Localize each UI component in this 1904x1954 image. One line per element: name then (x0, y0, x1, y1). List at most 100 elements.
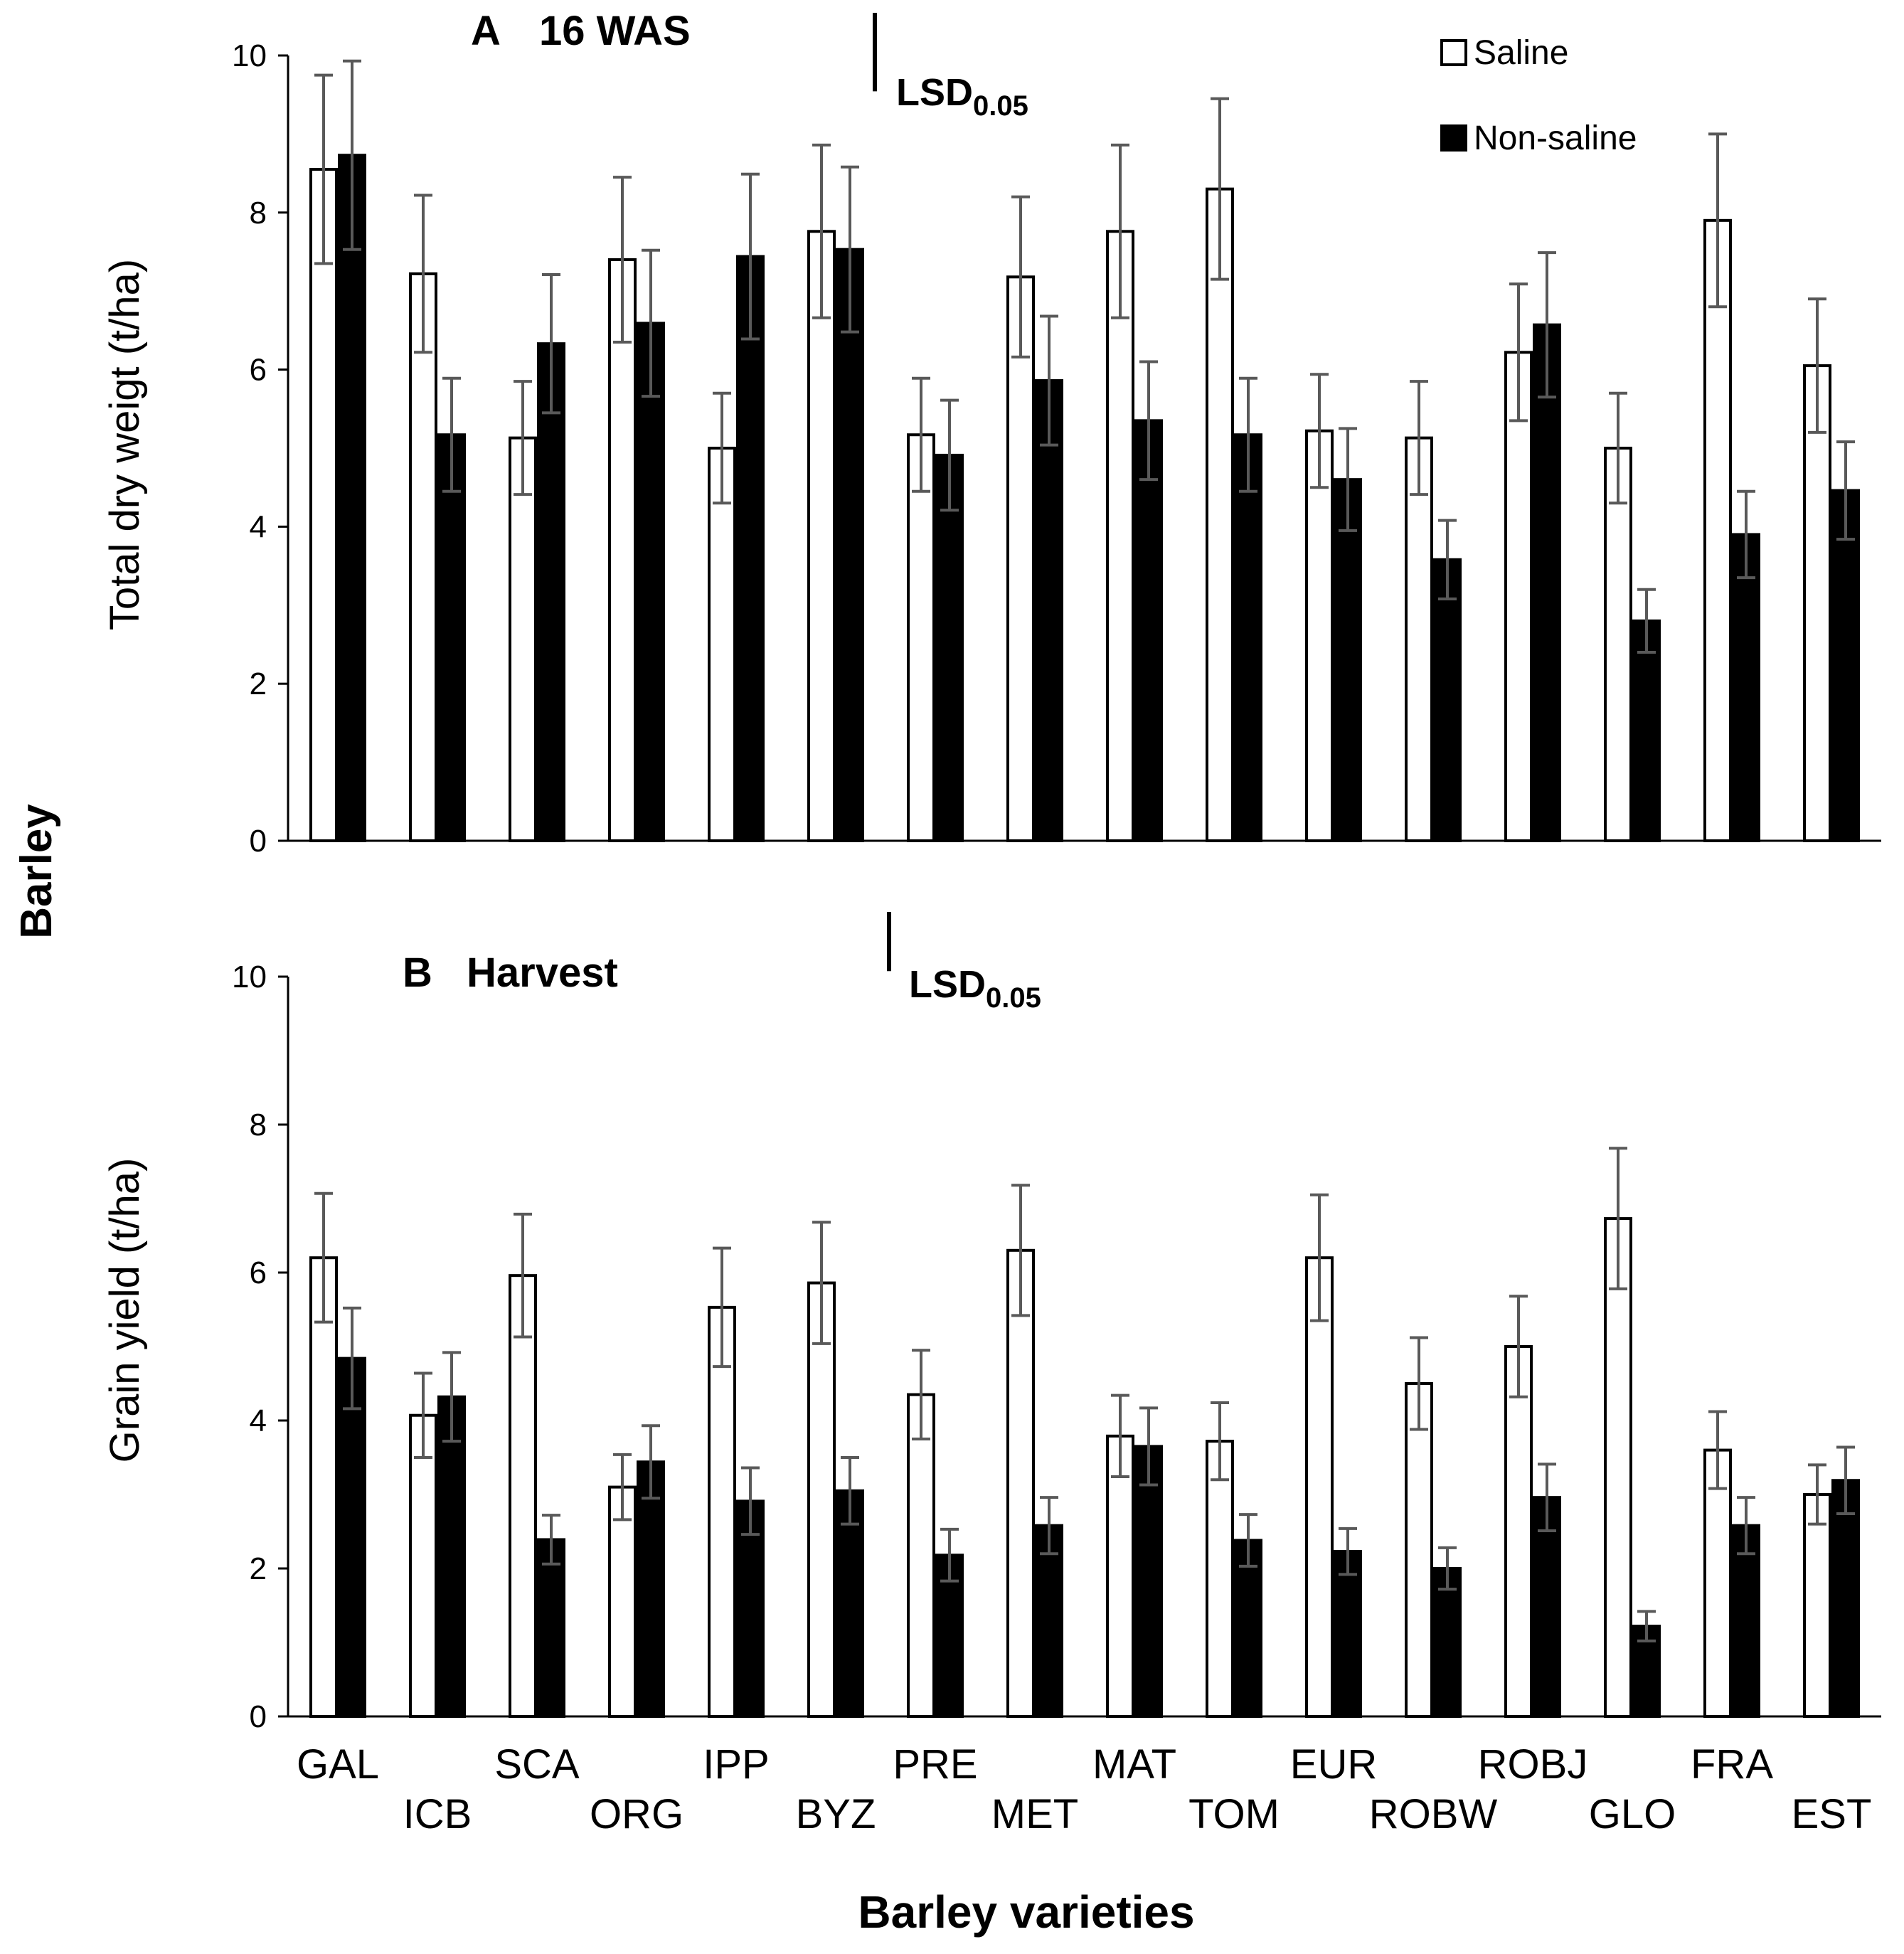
panel-b-y-tick-label: 0 (250, 1699, 267, 1734)
panel-a-bar-saline-gal (309, 168, 338, 842)
category-label-icb: ICB (403, 1791, 472, 1837)
panel-b-bar-saline-robw (1405, 1382, 1433, 1718)
panel-b-bar-non-saline-org (637, 1460, 665, 1718)
panel-b-bar-non-saline-sca (537, 1538, 565, 1718)
panel-a-error-bar-saline-pre (912, 376, 930, 493)
panel-b-error-bar-saline-robw (1410, 1336, 1428, 1431)
panel-b-bar-saline-glo (1604, 1217, 1632, 1718)
panel-b-bar-saline-est (1803, 1493, 1831, 1718)
category-label-eur: EUR (1290, 1741, 1377, 1788)
panel-a-error-bar-non-saline-pre (940, 398, 959, 512)
panel-a-bar-saline-robj (1504, 351, 1533, 842)
panel-a-bar-non-saline-org (637, 322, 665, 842)
category-label-tom: TOM (1188, 1791, 1280, 1837)
panel-b-error-bar-non-saline-sca (542, 1514, 560, 1566)
panel-a-error-bar-saline-fra (1708, 132, 1727, 309)
panel-a-bar-saline-fra (1703, 218, 1732, 842)
panel-b-error-bar-non-saline-icb (442, 1351, 461, 1443)
panel-a-error-bar-non-saline-met (1040, 314, 1058, 447)
panel-b-y-tick-label: 8 (250, 1108, 267, 1142)
panel-a-error-bar-non-saline-glo (1637, 588, 1656, 654)
category-label-fra: FRA (1691, 1741, 1773, 1788)
panel-a-bar-non-saline-ipp (736, 255, 765, 842)
panel-b-ylabel: Grain yield (t/ha) (102, 1158, 148, 1463)
legend-label-saline: Saline (1474, 34, 1568, 72)
panel-a-error-bar-non-saline-sca (542, 273, 560, 415)
panel-a-error-bar-saline-robj (1509, 282, 1528, 423)
panel-a-error-bar-saline-byz (812, 143, 831, 319)
panel-b-error-bar-saline-est (1808, 1463, 1826, 1526)
x-axis-title: Barley varieties (858, 1886, 1194, 1938)
panel-b-error-bar-non-saline-robw (1438, 1546, 1457, 1591)
panel-a-bar-saline-org (608, 258, 637, 843)
panel-a-y-tick-label: 8 (250, 196, 267, 230)
category-label-met: MET (991, 1791, 1078, 1837)
panel-b-plot: 0 2 4 6 8 10 LSD0.05 (232, 912, 1881, 1734)
panel-a-bar-saline-eur (1305, 429, 1334, 842)
panel-b-error-bar-non-saline-ipp (741, 1466, 760, 1536)
panel-a-plot: 0 2 4 6 8 10 LSD0.05 (232, 13, 1881, 859)
panel-b-bar-non-saline-fra (1732, 1524, 1760, 1718)
panel-a-error-bar-non-saline-gal (343, 59, 361, 251)
panel-b-error-bar-non-saline-met (1040, 1496, 1058, 1556)
panel-b-bar-non-saline-est (1831, 1479, 1860, 1718)
panel-b-y-tick-label: 2 (250, 1551, 267, 1586)
panel-a-bar-non-saline-est (1831, 489, 1860, 843)
panel-b-lsd-subscript: 0.05 (986, 982, 1041, 1014)
panel-b-error-bar-saline-mat (1111, 1393, 1129, 1479)
panel-a-bar-saline-glo (1604, 447, 1632, 842)
panel-b-bar-saline-sca (509, 1274, 537, 1719)
panel-b: Grain yield (t/ha) B Harvest 0 2 4 6 8 10 LSD0… (102, 912, 1881, 1734)
panel-b-title: Harvest (467, 950, 618, 996)
panel-a-error-bar-saline-mat (1111, 143, 1129, 319)
panel-a-bar-non-saline-mat (1134, 419, 1163, 842)
panel-a-title: 16 WAS (539, 8, 691, 54)
panel-a-bar-non-saline-gal (338, 154, 366, 842)
panel-b-error-bar-saline-org (613, 1453, 632, 1522)
panel-a-bar-saline-ipp (708, 447, 736, 842)
panel-b-error-bar-saline-met (1011, 1184, 1030, 1317)
category-label-ipp: IPP (703, 1741, 770, 1788)
panel-b-error-bar-saline-tom (1211, 1401, 1229, 1482)
panel-b-bar-non-saline-mat (1134, 1445, 1163, 1719)
panel-a-error-bar-saline-robw (1410, 380, 1428, 497)
panel-a: Total dry weigt (t/ha) A 16 WAS 0 2 4 6 8 10 L… (102, 8, 1881, 859)
panel-b-error-bar-saline-glo (1609, 1147, 1627, 1290)
panel-a-bar-non-saline-icb (437, 433, 466, 842)
panel-b-error-bar-saline-fra (1708, 1410, 1727, 1490)
panel-a-error-bar-non-saline-byz (841, 165, 859, 334)
panel-a-lsd-label: LSD0.05 (896, 71, 1028, 122)
panel-b-bar-non-saline-met (1035, 1524, 1063, 1718)
panel-a-error-bar-saline-icb (414, 193, 432, 354)
panel-b-error-bar-saline-icb (414, 1371, 432, 1459)
panel-a-bar-non-saline-sca (537, 342, 565, 842)
panel-a-error-bar-non-saline-fra (1737, 489, 1755, 580)
panel-a-error-bar-saline-met (1011, 195, 1030, 359)
category-label-glo: GLO (1589, 1791, 1676, 1837)
panel-a-bar-non-saline-met (1035, 379, 1063, 842)
panel-b-bar-saline-mat (1106, 1434, 1134, 1718)
panel-a-error-bar-non-saline-org (642, 248, 660, 398)
panel-a-error-bar-non-saline-est (1836, 440, 1855, 541)
category-label-est: EST (1792, 1791, 1872, 1837)
panel-a-bar-non-saline-byz (836, 248, 864, 842)
panel-b-error-bar-saline-gal (314, 1191, 333, 1324)
panel-a-bar-saline-icb (409, 272, 437, 842)
panel-b-bar-saline-ipp (708, 1305, 736, 1718)
panel-b-error-bar-non-saline-mat (1139, 1406, 1158, 1487)
panel-a-bar-non-saline-pre (935, 453, 964, 842)
panel-a-error-bar-non-saline-eur (1339, 427, 1357, 532)
category-label-robj: ROBJ (1478, 1741, 1588, 1788)
panel-a-error-bar-saline-org (613, 176, 632, 344)
panel-b-bar-saline-robj (1504, 1345, 1533, 1718)
category-label-pre: PRE (893, 1741, 977, 1788)
panel-a-error-bar-non-saline-tom (1239, 376, 1257, 493)
panel-a-bar-saline-met (1006, 275, 1035, 842)
panel-a-y-tick-label: 6 (250, 353, 267, 388)
legend: Saline Non-saline (1440, 34, 1637, 157)
panel-a-error-bar-saline-est (1808, 297, 1826, 434)
category-label-mat: MAT (1092, 1741, 1176, 1788)
panel-a-error-bar-saline-eur (1310, 373, 1329, 489)
panel-b-error-bar-non-saline-robj (1538, 1462, 1556, 1532)
